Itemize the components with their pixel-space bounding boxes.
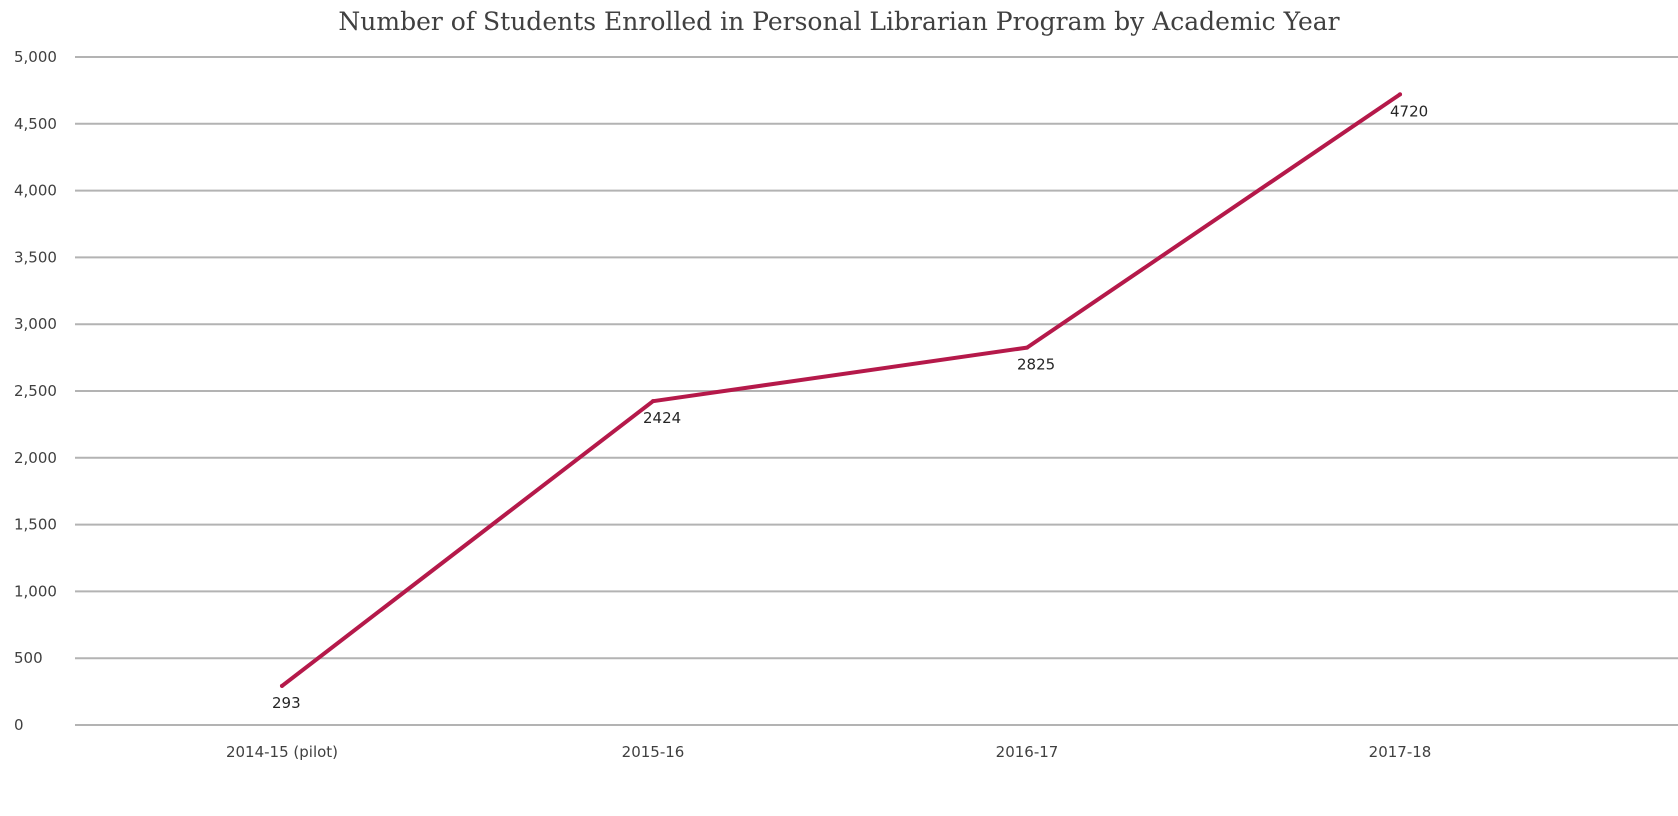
data-label: 293: [272, 694, 301, 712]
data-point: [280, 683, 284, 688]
y-tick-label: 2,500: [14, 382, 57, 400]
gridlines: [75, 56, 1678, 726]
y-tick-label: 4,000: [14, 182, 57, 200]
data-label: 2424: [643, 409, 681, 427]
data-point: [1025, 345, 1029, 350]
y-tick-label: 3,500: [14, 248, 57, 266]
chart-title: Number of Students Enrolled in Personal …: [338, 7, 1339, 36]
x-tick-label: 2017-18: [1369, 743, 1432, 761]
data-labels: 293 2424 2825 4720: [272, 102, 1428, 711]
x-tick-label: 2015-16: [622, 743, 685, 761]
y-tick-label: 500: [14, 649, 43, 667]
data-point: [651, 399, 655, 404]
x-tick-label: 2014-15 (pilot): [226, 743, 338, 761]
series-layer: [280, 92, 1402, 688]
y-tick-label: 3,000: [14, 315, 57, 333]
y-tick-label: 4,500: [14, 115, 57, 133]
y-tick-label: 5,000: [14, 48, 57, 66]
data-point: [1398, 92, 1402, 97]
y-axis-tick-labels: 0 500 1,000 1,500 2,000 2,500 3,000 3,500 4,000 4…: [14, 48, 57, 734]
data-label: 4720: [1390, 102, 1428, 120]
y-tick-label: 1,000: [14, 582, 57, 600]
y-tick-label: 1,500: [14, 516, 57, 534]
x-axis-tick-labels: 2014-15 (pilot) 2015-16 2016-17 2017-18: [226, 743, 1431, 761]
data-label: 2825: [1017, 356, 1055, 374]
x-tick-label: 2016-17: [996, 743, 1059, 761]
series-line: [280, 92, 1402, 688]
y-tick-label: 2,000: [14, 449, 57, 467]
y-tick-label: 0: [14, 716, 24, 734]
